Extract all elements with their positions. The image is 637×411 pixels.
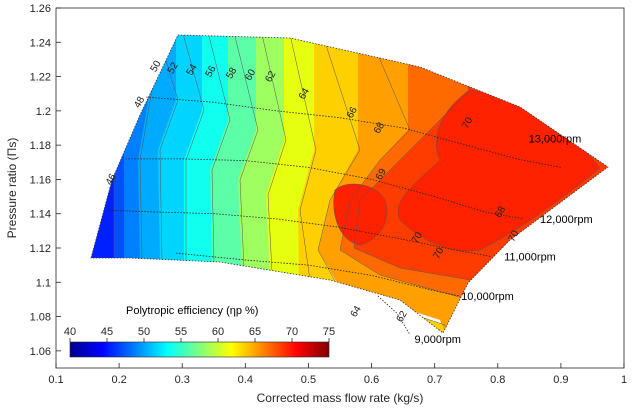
- contour-line-70-left: [333, 183, 388, 246]
- x-tick-label: 0.1: [48, 374, 63, 386]
- x-tick-label: 0.3: [175, 374, 190, 386]
- y-tick-label: 1.08: [30, 312, 51, 324]
- colorbar-title: Polytropic efficiency (ηp %): [126, 305, 258, 317]
- band-70-left: [333, 184, 388, 245]
- y-tick-label: 1.14: [30, 209, 51, 221]
- x-tick-label: 0.2: [111, 374, 126, 386]
- contour-label: 64: [349, 304, 364, 320]
- contour-label: 68: [493, 204, 508, 220]
- contour-line-66: [339, 35, 471, 301]
- colorbar-tick-label: 75: [323, 326, 335, 338]
- map-boundary: [90, 34, 609, 334]
- contour-label: 52: [166, 60, 181, 76]
- colorbar-tick-label: 45: [101, 326, 113, 338]
- y-tick-label: 1.16: [30, 174, 51, 186]
- colorbar-ticks: 40 45 50 55 60 65 70 75: [64, 326, 335, 342]
- band-58: [210, 35, 258, 268]
- band-70-main: [398, 90, 600, 251]
- contour-line-58: [227, 35, 259, 269]
- x-tick-label: 1: [621, 374, 627, 386]
- speed-line: [146, 96, 561, 168]
- contour-label: 70: [506, 228, 521, 244]
- x-tick-label: 0.8: [490, 374, 505, 386]
- band-66: [318, 35, 470, 333]
- contour-label: 62: [395, 309, 410, 325]
- speed-line: [175, 252, 460, 297]
- speed-line: [125, 158, 524, 220]
- colorbar-tick-label: 40: [64, 326, 76, 338]
- contour-label: 70: [410, 230, 425, 246]
- contour-label: 62: [263, 69, 278, 85]
- band-62: [266, 35, 316, 280]
- y-tick-label: 1.06: [30, 346, 51, 358]
- y-tick-label: 1.1: [36, 277, 51, 289]
- contour-label: 58: [224, 65, 239, 81]
- contour-label: 70: [431, 245, 446, 261]
- colorbar-tick-label: 55: [175, 326, 187, 338]
- speed-line: [108, 209, 492, 257]
- colorbar-tick-label: 70: [286, 326, 298, 338]
- y-tick-label: 1.12: [30, 243, 51, 255]
- y-tick-label: 1.26: [30, 3, 51, 15]
- band-64: [298, 35, 460, 333]
- colorbar-tick-label: 50: [138, 326, 150, 338]
- speed-line: [377, 295, 410, 334]
- x-axis-ticks: 0.1 0.2 0.3 0.4 0.5 0.6 0.7 0.8 0.9 1: [48, 363, 627, 386]
- speed-line-label: 10,000rpm: [461, 291, 514, 303]
- speed-line-label: 11,000rpm: [504, 252, 556, 264]
- speed-line-label: 9,000rpm: [414, 334, 460, 346]
- contour-labels: 46 48 50 52 54 56 58 60 62 64 66 68 69 70 70 70 70 68 64 62: [104, 59, 522, 325]
- contour-label: 54: [185, 62, 200, 78]
- x-tick-label: 0.4: [238, 374, 253, 386]
- y-axis-ticks: 1.06 1.08 1.1 1.12 1.14 1.16 1.18 1.2 1.22 1.24 1.…: [30, 3, 61, 358]
- contour-label: 66: [345, 105, 360, 121]
- contour-line-54: [175, 35, 205, 262]
- y-tick-label: 1.22: [30, 72, 51, 84]
- contour-label: 69: [374, 167, 389, 183]
- contour-label: 60: [243, 67, 258, 83]
- contour-label: 56: [204, 64, 219, 80]
- y-tick-label: 1.24: [30, 37, 51, 49]
- contour-line-60: [255, 35, 287, 273]
- speed-line-label: 13,000rpm: [529, 133, 582, 145]
- contour-label: 64: [297, 86, 312, 102]
- colorbar: [69, 341, 330, 358]
- contour-label: 68: [372, 120, 387, 136]
- band-54: [158, 35, 204, 262]
- speed-line-label: 12,000rpm: [540, 214, 593, 226]
- band-52: [138, 35, 178, 260]
- x-tick-label: 0.5: [301, 374, 316, 386]
- colorbar-tick-label: 65: [249, 326, 261, 338]
- contour-label: 50: [149, 59, 164, 75]
- band-60: [238, 35, 286, 272]
- x-tick-label: 0.7: [427, 374, 442, 386]
- x-tick-label: 0.9: [553, 374, 568, 386]
- contour-line-56: [201, 35, 231, 265]
- contour-label: 48: [132, 95, 147, 111]
- band-68: [340, 35, 480, 333]
- x-axis-label: Corrected mass flow rate (kg/s): [257, 391, 424, 405]
- colorbar-tick-label: 60: [212, 326, 224, 338]
- y-axis-label: Pressure ratio (Πs): [5, 138, 19, 239]
- contour-label: 46: [104, 172, 119, 188]
- y-tick-label: 1.18: [30, 140, 51, 152]
- speed-lines: 13,000rpm 12,000rpm 11,000rpm 10,000rpm 9,00…: [108, 96, 593, 346]
- contour-label: 70: [460, 115, 475, 131]
- x-tick-label: 0.6: [364, 374, 379, 386]
- band-56: [184, 35, 230, 264]
- y-tick-label: 1.2: [36, 106, 51, 118]
